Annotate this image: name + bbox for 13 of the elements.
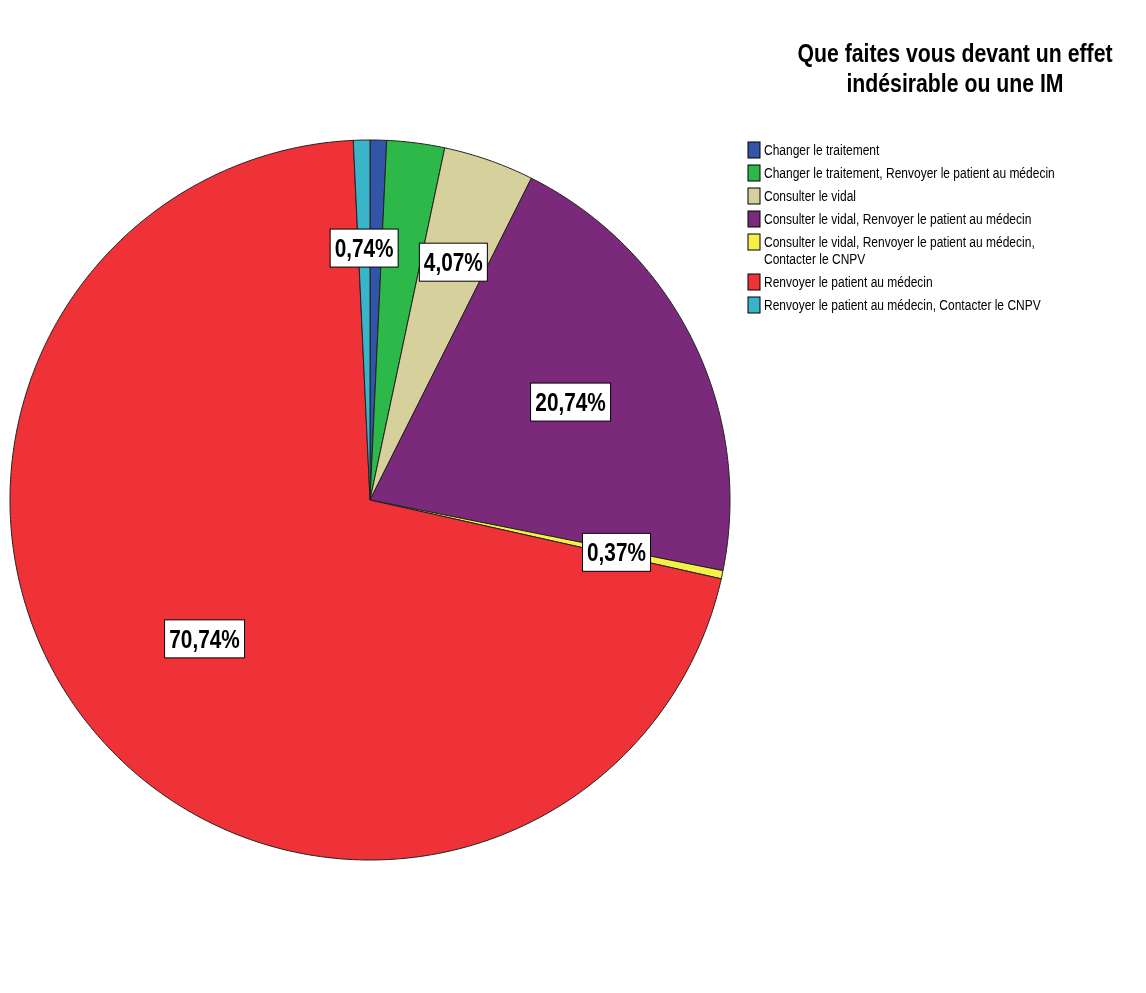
legend-label: Consulter le vidal: [764, 187, 857, 205]
legend-label: Changer le traitement, Renvoyer le patient au médecin: [764, 164, 1055, 182]
legend-label: Changer le traitement: [764, 141, 880, 159]
legend-label: Consulter le vidal, Renvoyer le patient au médecin: [764, 210, 1032, 228]
data-label: 0,37%: [587, 538, 647, 567]
data-label: 70,74%: [169, 624, 240, 654]
data-label: 20,74%: [535, 387, 606, 417]
legend-label: Renvoyer le patient au médecin, Contacter le CNPV: [764, 296, 1041, 314]
legend-label: Consulter le vidal, Renvoyer le patient au médecin, Contacter le CNPV: [764, 233, 1035, 268]
legend-label: Renvoyer le patient au médecin: [764, 273, 933, 291]
data-label: 0,74%: [334, 233, 394, 263]
data-label: 4,07%: [423, 247, 483, 277]
legend-title: Que faites vous devant un effet indésirable ou une IM: [797, 39, 1113, 98]
